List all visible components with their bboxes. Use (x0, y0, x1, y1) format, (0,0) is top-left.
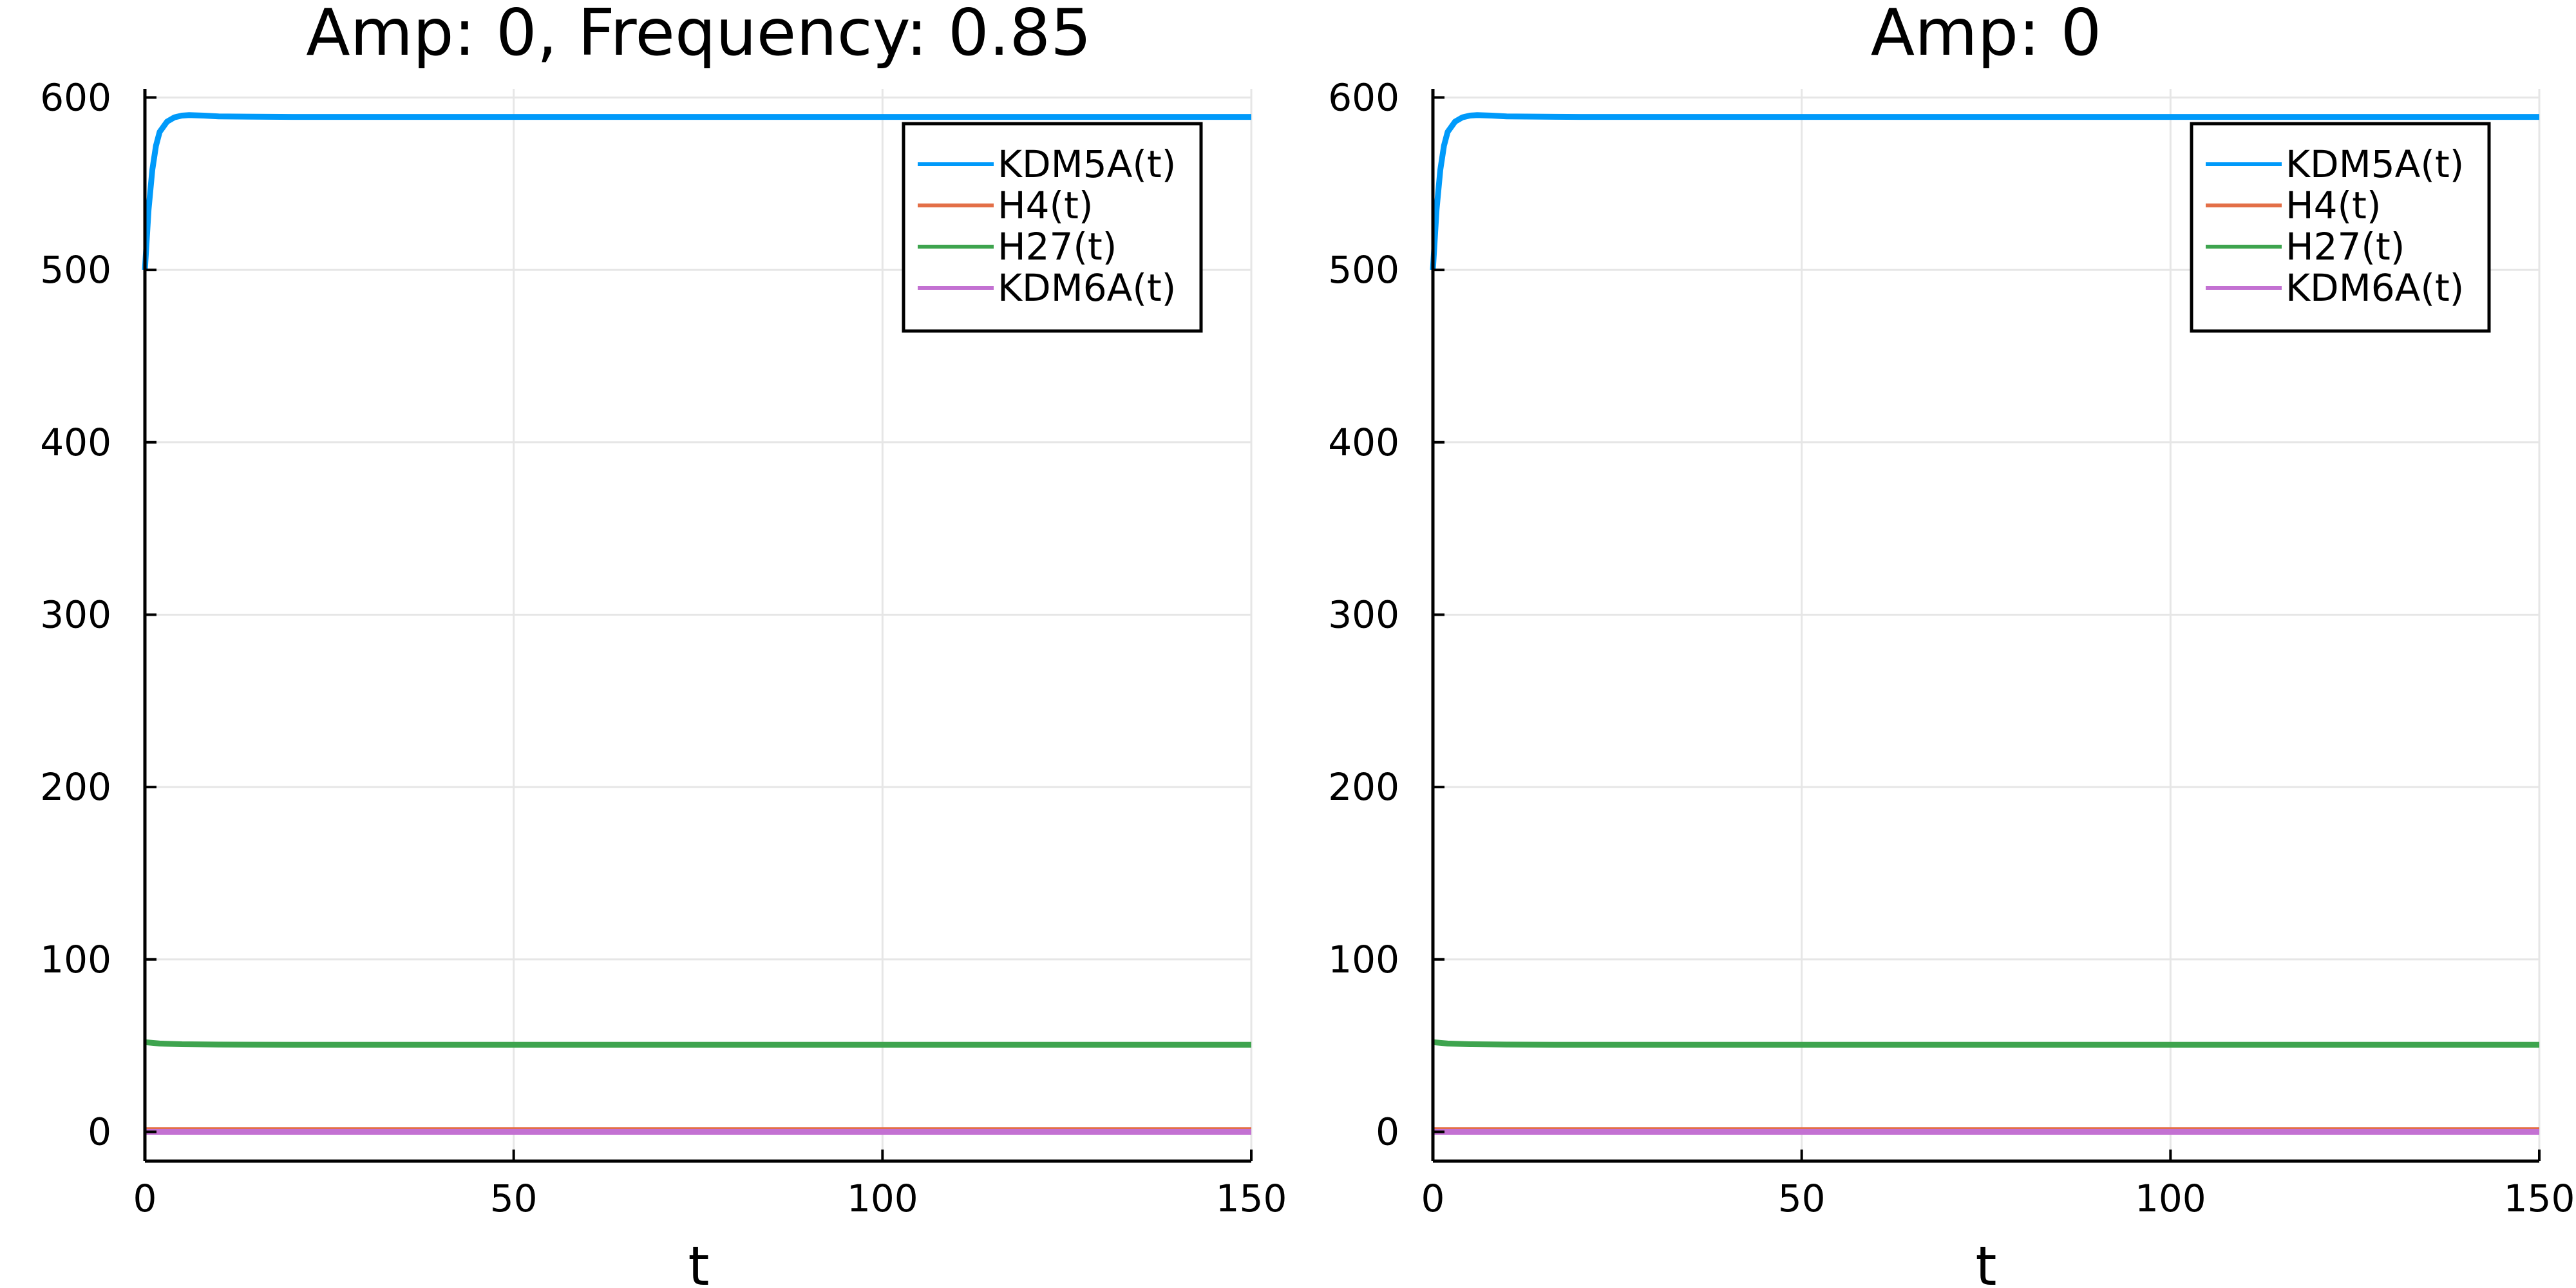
legend-label: KDM6A(t) (998, 266, 1176, 310)
x-tick-label: 0 (133, 1177, 157, 1220)
x-tick-label: 150 (2504, 1177, 2575, 1220)
series-line-kdm5a-t (1430, 112, 2539, 270)
legend-label: H27(t) (2286, 225, 2405, 269)
legend: KDM5A(t)H4(t)H27(t)KDM6A(t) (902, 122, 1203, 333)
y-tick-label: 0 (88, 1110, 111, 1153)
legend-box (902, 122, 1203, 333)
y-tick-label: 400 (1328, 421, 1399, 464)
legend-label: KDM5A(t) (2286, 142, 2464, 186)
chart-title: Amp: 0, Frequency: 0.85 (306, 0, 1091, 70)
legend: KDM5A(t)H4(t)H27(t)KDM6A(t) (2190, 122, 2491, 333)
y-tick-label: 500 (1328, 248, 1399, 292)
axes-layer (143, 89, 1251, 1163)
y-tick-label: 500 (40, 248, 111, 292)
legend-label: H27(t) (998, 225, 1117, 269)
x-tick-label: 50 (1778, 1177, 1826, 1220)
x-tick-label: 50 (490, 1177, 538, 1220)
legend-label: KDM6A(t) (2286, 266, 2464, 310)
x-tick-label: 100 (2135, 1177, 2206, 1220)
y-tick-label: 200 (1328, 765, 1399, 809)
ticks-layer: 0 50 100 150 0 100 200 300 400 500 600 (40, 75, 1287, 1220)
y-tick-label: 0 (1376, 1110, 1399, 1153)
chart-panel-right: Amp: 0 0 50 100 150 0 100 200 300 400 500 600 t KD… (1328, 0, 2575, 1288)
plot-area (1430, 112, 2539, 1135)
y-tick-label: 300 (40, 592, 111, 636)
legend-label: KDM5A(t) (998, 142, 1176, 186)
series-line-kdm5a-t (142, 112, 1251, 270)
ticks-layer: 0 50 100 150 0 100 200 300 400 500 600 (1328, 75, 2575, 1220)
plot-area (142, 112, 1251, 1135)
axes-layer (1431, 89, 2539, 1163)
y-tick-label: 100 (40, 938, 111, 981)
y-tick-label: 600 (1328, 75, 1399, 119)
y-tick-label: 100 (1328, 938, 1399, 981)
series-line-h27-t (144, 1039, 1251, 1048)
y-tick-label: 600 (40, 75, 111, 119)
x-tick-label: 100 (847, 1177, 918, 1220)
x-tick-label: 0 (1421, 1177, 1445, 1220)
y-tick-label: 400 (40, 421, 111, 464)
y-tick-label: 300 (1328, 592, 1399, 636)
x-tick-label: 150 (1216, 1177, 1287, 1220)
x-axis-label: t (1976, 1235, 1997, 1288)
chart-title: Amp: 0 (1871, 0, 2101, 70)
chart-panel-left: Amp: 0, Frequency: 0.85 0 50 100 150 0 100 200… (40, 0, 1287, 1288)
series-line-h27-t (1432, 1039, 2539, 1048)
y-tick-label: 200 (40, 765, 111, 809)
legend-label: H4(t) (2286, 184, 2382, 227)
x-axis-label: t (688, 1235, 710, 1288)
legend-box (2190, 122, 2491, 333)
legend-label: H4(t) (998, 184, 1094, 227)
